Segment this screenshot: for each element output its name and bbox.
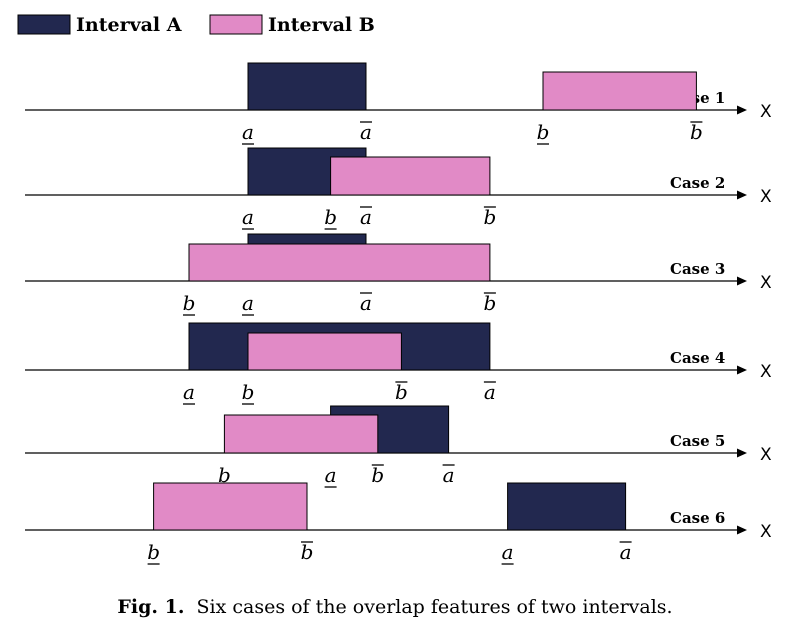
case-1-interval-b	[542, 71, 697, 111]
case-6: X Case 6 b b a a	[25, 482, 772, 565]
case-6-bound-label-3: a	[502, 540, 514, 564]
case-4: X Case 4 a b b a	[25, 322, 772, 405]
figure-caption: Fig. 1. Six cases of the overlap feature…	[117, 596, 672, 618]
case-1-bound-label-3: b	[537, 120, 550, 144]
case-1-bound-label-4: b	[690, 120, 703, 144]
case-2-bound-label-3: a	[360, 205, 372, 229]
case-6-interval-a	[507, 482, 627, 531]
case-3-bound-label-2: a	[242, 291, 254, 315]
case-5-interval-b	[223, 414, 379, 454]
arrow-head-icon	[737, 190, 747, 200]
case-1-bound-label-1: a	[242, 120, 254, 144]
legend-label-interval-a: Interval A	[76, 14, 182, 36]
case-5-label: Case 5	[670, 432, 725, 450]
caption-text: Six cases of the overlap features of two…	[197, 596, 673, 618]
case-2-bound-label-1: a	[242, 205, 254, 229]
case-2-label: Case 2	[670, 174, 725, 192]
case-2-axis-label: X	[760, 187, 772, 207]
caption-prefix: Fig. 1.	[117, 596, 184, 618]
case-5-bound-label-3: b	[371, 463, 384, 487]
arrow-head-icon	[737, 105, 747, 115]
case-4-bound-label-4: a	[484, 380, 496, 404]
case-2-interval-b	[330, 156, 491, 196]
case-5-bound-label-2: a	[325, 463, 337, 487]
case-1-interval-a	[247, 62, 367, 111]
case-3-label: Case 3	[670, 260, 725, 278]
legend: Interval A Interval B	[17, 14, 375, 36]
case-1-bound-label-2: a	[360, 120, 372, 144]
case-6-bound-label-1: b	[147, 540, 160, 564]
case-3-bound-label-4: b	[483, 291, 496, 315]
legend-label-interval-b: Interval B	[268, 14, 375, 36]
case-6-axis-label: X	[760, 522, 772, 542]
case-2-bound-label-4: b	[483, 205, 496, 229]
case-4-bound-label-2: b	[242, 380, 255, 404]
case-2-bound-label-2: b	[324, 205, 337, 229]
arrow-head-icon	[737, 448, 747, 458]
case-3-interval-b	[188, 243, 491, 282]
case-4-label: Case 4	[670, 349, 725, 367]
arrow-head-icon	[737, 365, 747, 375]
case-5: X Case 5 b a b a	[25, 405, 772, 488]
case-6-bound-label-2: b	[301, 540, 314, 564]
case-4-bound-label-3: b	[395, 380, 408, 404]
case-3-bound-label-3: a	[360, 291, 372, 315]
case-5-bound-label-4: a	[443, 463, 455, 487]
case-6-bound-label-4: a	[620, 540, 632, 564]
case-5-axis-label: X	[760, 445, 772, 465]
case-3: X Case 3 b a a b	[25, 233, 772, 316]
case-4-axis-label: X	[760, 362, 772, 382]
case-4-bound-label-1: a	[183, 380, 195, 404]
arrow-head-icon	[737, 276, 747, 286]
arrow-head-icon	[737, 525, 747, 535]
case-5-bound-label-1: b	[218, 463, 231, 487]
case-1-axis-label: X	[760, 102, 772, 122]
legend-swatch-interval-b	[209, 14, 263, 35]
case-6-interval-b	[153, 482, 308, 531]
legend-swatch-interval-a	[17, 14, 71, 35]
case-6-label: Case 6	[670, 509, 725, 527]
case-3-bound-label-1: b	[183, 291, 196, 315]
case-4-interval-b	[247, 332, 402, 371]
case-3-axis-label: X	[760, 273, 772, 293]
